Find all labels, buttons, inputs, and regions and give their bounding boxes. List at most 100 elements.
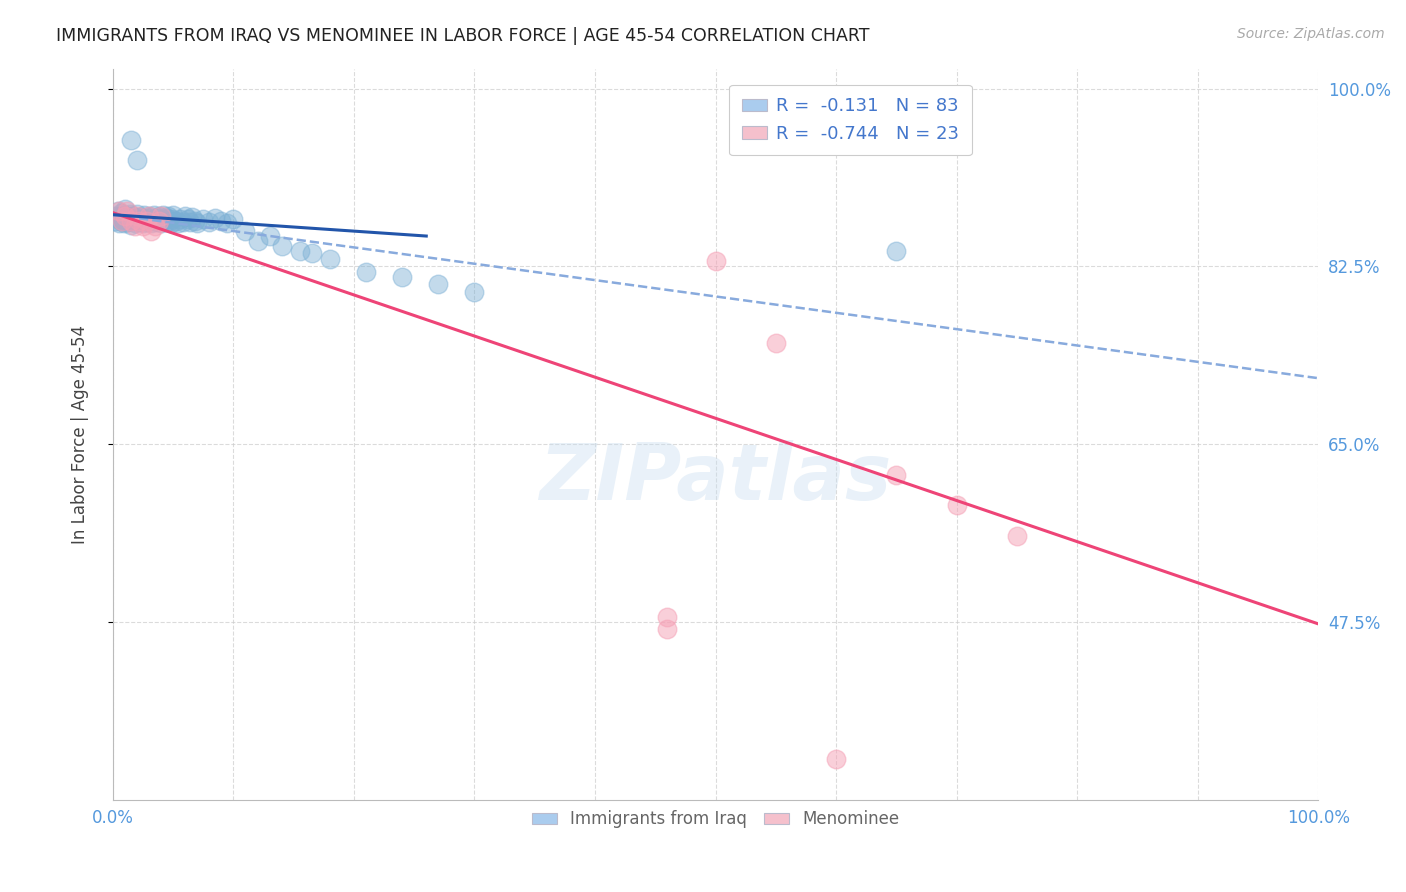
Point — [118, 207, 141, 221]
Y-axis label: In Labor Force | Age 45-54: In Labor Force | Age 45-54 — [72, 325, 89, 543]
Point — [179, 215, 201, 229]
Point — [125, 211, 148, 225]
Point — [825, 752, 848, 766]
Point — [141, 224, 163, 238]
Point — [134, 208, 156, 222]
Point — [136, 211, 159, 225]
Point — [886, 467, 908, 482]
Point — [110, 214, 132, 228]
Point — [193, 211, 215, 226]
Point — [112, 216, 135, 230]
Point — [127, 212, 149, 227]
Point — [156, 211, 179, 225]
Point — [150, 209, 173, 223]
Point — [209, 214, 232, 228]
Point — [131, 211, 153, 226]
Point — [117, 215, 139, 229]
Point — [108, 203, 131, 218]
Point — [138, 209, 160, 223]
Point — [301, 246, 323, 260]
Point — [104, 214, 127, 228]
Point — [155, 215, 177, 229]
Point — [139, 214, 162, 228]
Point — [110, 205, 132, 219]
Point — [354, 264, 377, 278]
Point — [134, 212, 156, 227]
Point — [657, 609, 679, 624]
Point — [235, 224, 257, 238]
Point — [162, 208, 184, 222]
Point — [288, 244, 311, 259]
Point — [143, 212, 166, 227]
Point — [108, 216, 131, 230]
Point — [148, 214, 170, 228]
Text: Source: ZipAtlas.com: Source: ZipAtlas.com — [1237, 27, 1385, 41]
Point — [152, 208, 174, 222]
Point — [128, 214, 150, 228]
Point — [886, 244, 908, 259]
Point — [117, 210, 139, 224]
Point — [108, 209, 131, 223]
Point — [657, 622, 679, 636]
Point — [181, 210, 204, 224]
Point — [114, 209, 136, 223]
Point — [105, 209, 128, 223]
Point — [1005, 528, 1028, 542]
Point — [153, 212, 176, 227]
Point — [160, 211, 183, 226]
Point — [259, 229, 281, 244]
Point — [149, 214, 172, 228]
Text: IMMIGRANTS FROM IRAQ VS MENOMINEE IN LABOR FORCE | AGE 45-54 CORRELATION CHART: IMMIGRANTS FROM IRAQ VS MENOMINEE IN LAB… — [56, 27, 870, 45]
Point — [945, 498, 967, 512]
Point — [184, 214, 207, 228]
Point — [198, 215, 221, 229]
Point — [122, 214, 145, 228]
Point — [115, 212, 138, 227]
Point — [765, 335, 787, 350]
Point — [135, 215, 157, 229]
Point — [145, 215, 167, 229]
Point — [186, 216, 208, 230]
Text: ZIPatlas: ZIPatlas — [540, 440, 891, 516]
Point — [172, 215, 194, 229]
Point — [159, 216, 181, 230]
Point — [141, 216, 163, 230]
Point — [169, 211, 191, 226]
Point — [125, 209, 148, 223]
Point — [111, 214, 134, 228]
Point — [121, 209, 143, 223]
Point — [704, 254, 727, 268]
Point — [132, 216, 155, 230]
Point — [120, 218, 142, 232]
Point — [129, 210, 152, 224]
Point — [463, 285, 485, 299]
Point — [176, 211, 198, 226]
Point — [150, 211, 173, 226]
Point — [246, 234, 269, 248]
Point — [138, 209, 160, 223]
Point — [135, 214, 157, 228]
Legend: Immigrants from Iraq, Menominee: Immigrants from Iraq, Menominee — [526, 804, 905, 835]
Point — [142, 208, 165, 222]
Point — [120, 214, 142, 228]
Point — [204, 211, 226, 225]
Point — [124, 219, 146, 233]
Point — [391, 269, 413, 284]
Point — [270, 239, 292, 253]
Point — [120, 211, 142, 226]
Point — [148, 209, 170, 223]
Point — [159, 214, 181, 228]
Point — [111, 211, 134, 225]
Point — [174, 209, 197, 223]
Point — [142, 211, 165, 226]
Point — [157, 209, 180, 223]
Point — [319, 252, 342, 267]
Point — [132, 219, 155, 233]
Point — [146, 211, 169, 225]
Point — [114, 202, 136, 216]
Point — [124, 216, 146, 230]
Point — [167, 216, 190, 230]
Point — [108, 211, 131, 226]
Point — [143, 219, 166, 233]
Point — [120, 132, 142, 146]
